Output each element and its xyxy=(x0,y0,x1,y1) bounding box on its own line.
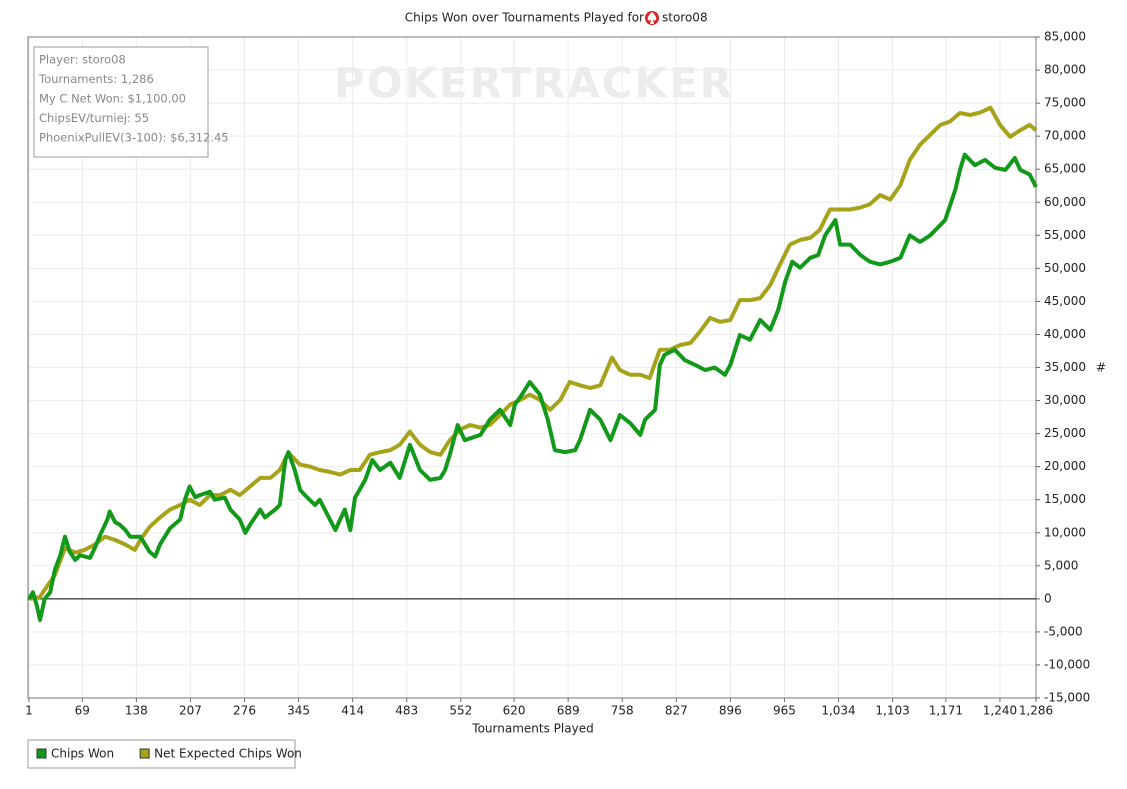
y-tick-label: 75,000 xyxy=(1044,96,1086,110)
x-tick-label: 1 xyxy=(25,704,33,718)
y-tick-label: -10,000 xyxy=(1044,657,1090,671)
y-tick-label: 50,000 xyxy=(1044,261,1086,275)
chart-title-player: storo08 xyxy=(662,11,708,25)
y-tick-label: 20,000 xyxy=(1044,459,1086,473)
y-tick-label: 40,000 xyxy=(1044,327,1086,341)
watermark: POKERTRACKER xyxy=(334,59,734,108)
y-tick-label: 30,000 xyxy=(1044,393,1086,407)
x-tick-label: 1,240 xyxy=(983,704,1017,718)
y-tick-label: 60,000 xyxy=(1044,195,1086,209)
x-tick-label: 758 xyxy=(611,704,634,718)
y-tick-label: 70,000 xyxy=(1044,129,1086,143)
y-tick-label: 45,000 xyxy=(1044,294,1086,308)
y-tick-label: 25,000 xyxy=(1044,426,1086,440)
legend-swatch xyxy=(139,748,150,759)
y-tick-label: 55,000 xyxy=(1044,228,1086,242)
x-tick-label: 1,171 xyxy=(929,704,963,718)
y-tick-label: 85,000 xyxy=(1044,30,1086,44)
x-tick-label: 138 xyxy=(125,704,148,718)
info-line: Tournaments: 1,286 xyxy=(38,72,154,86)
y-tick-label: -15,000 xyxy=(1044,691,1090,705)
y-tick-label: 35,000 xyxy=(1044,360,1086,374)
info-line: Player: storo08 xyxy=(39,53,126,67)
x-tick-label: 620 xyxy=(503,704,526,718)
x-tick-label: 689 xyxy=(557,704,580,718)
y-tick-label: 0 xyxy=(1044,591,1052,605)
legend-swatch xyxy=(36,748,47,759)
y-tick-label: -5,000 xyxy=(1044,624,1083,638)
chart-title: Chips Won over Tournaments Played for xyxy=(405,11,644,25)
info-line: My C Net Won: $1,100.00 xyxy=(39,92,186,106)
y-axis-label: # xyxy=(1096,361,1106,375)
y-tick-label: 80,000 xyxy=(1044,63,1086,77)
info-line: ChipsEV/turniej: 55 xyxy=(39,111,149,125)
series-line xyxy=(28,105,1038,601)
icon-spade xyxy=(647,12,657,24)
x-tick-label: 69 xyxy=(75,704,90,718)
x-tick-label: 1,034 xyxy=(821,704,855,718)
y-tick-label: 15,000 xyxy=(1044,492,1086,506)
info-line: PhoenixPullEV(3-100): $6,312.45 xyxy=(39,131,229,145)
x-tick-label: 414 xyxy=(341,704,364,718)
y-tick-label: 10,000 xyxy=(1044,525,1086,539)
x-tick-label: 552 xyxy=(449,704,472,718)
plot-area: -15,000 -10,000 -5,000 0 5,000 10,000 15,000 20… xyxy=(25,30,1090,718)
x-tick-label: 1,286 xyxy=(1019,704,1053,718)
legend-label: Chips Won xyxy=(51,747,114,761)
x-tick-label: 1,103 xyxy=(875,704,909,718)
series-line xyxy=(27,152,1038,622)
x-tick-label: 276 xyxy=(233,704,256,718)
plot-border xyxy=(27,36,1037,699)
x-tick-label: 207 xyxy=(179,704,202,718)
x-tick-label: 896 xyxy=(719,704,742,718)
info-box: Player: storo08 Tournaments: 1,286 My C Ne… xyxy=(33,46,229,158)
legend: Chips Won Net Expected Chips Won xyxy=(27,739,302,769)
info-box-frame xyxy=(33,46,209,158)
y-tick-label: 65,000 xyxy=(1044,162,1086,176)
spade-icon xyxy=(645,11,659,25)
x-tick-label: 483 xyxy=(395,704,418,718)
y-tick-label: 5,000 xyxy=(1044,558,1078,572)
legend-frame xyxy=(27,739,296,769)
x-tick-label: 965 xyxy=(773,704,796,718)
x-tick-label: 345 xyxy=(287,704,310,718)
legend-label: Net Expected Chips Won xyxy=(154,747,302,761)
x-axis-label: Tournaments Played xyxy=(471,722,593,736)
x-tick-label: 827 xyxy=(665,704,688,718)
